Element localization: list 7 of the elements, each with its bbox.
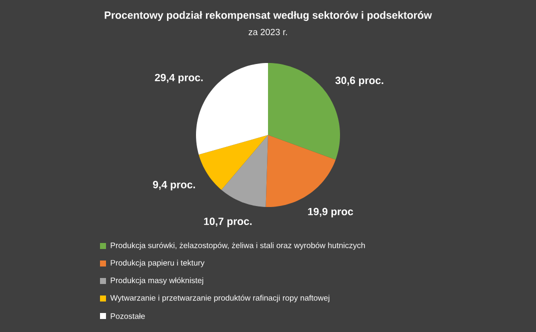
data-label: 30,6 proc. — [335, 76, 384, 86]
chart-title: Procentowy podział rekompensat według sektorów i podsektorów — [104, 11, 432, 21]
chart-subtitle: za 2023 r. — [248, 28, 287, 36]
data-label: 19,9 proc — [308, 208, 354, 218]
data-label: 9,4 proc. — [153, 180, 195, 190]
data-label: 29,4 proc. — [154, 74, 203, 84]
data-label: 10,7 proc. — [204, 218, 252, 228]
